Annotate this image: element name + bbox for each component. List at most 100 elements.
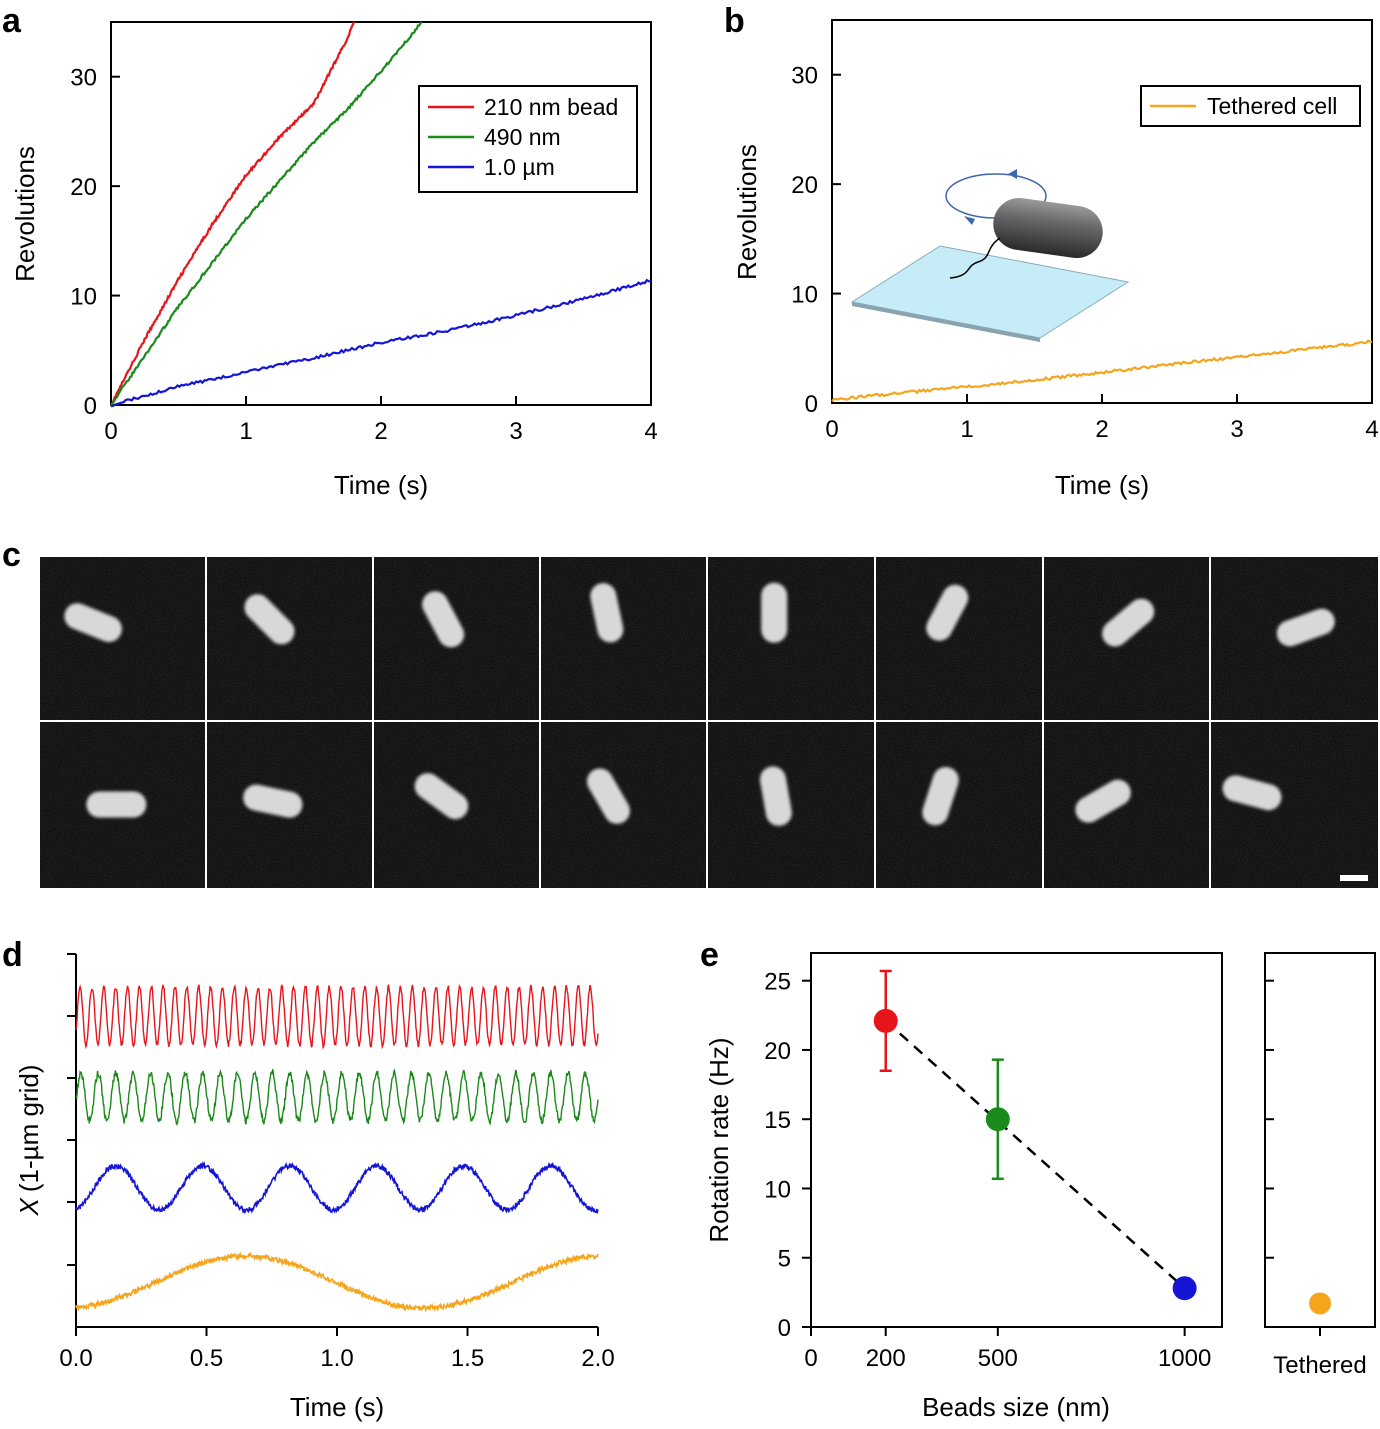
panel-c-image-sequence — [40, 557, 1378, 888]
panel-d-trace-1 — [75, 1068, 599, 1126]
panel-letter-e: e — [700, 936, 719, 974]
panel-e-ytick-label: 10 — [764, 1176, 791, 1203]
cell-frame-3 — [422, 591, 465, 648]
panel-a-xlabel: Time (s) — [334, 470, 428, 500]
panel-e-ylabel: Rotation rate (Hz) — [704, 1037, 734, 1242]
panel-d-trace-2 — [75, 1160, 599, 1215]
panel-d-trace-0 — [75, 983, 599, 1050]
panel-d-xtick-label: 1.0 — [320, 1345, 353, 1372]
panel-a-series-line-0 — [109, 21, 356, 407]
legend-1um: 1.0 µm — [484, 154, 555, 180]
cell-frame-4 — [590, 583, 624, 643]
panel-letter-c: c — [2, 536, 21, 574]
panel-a-ytick-label: 0 — [84, 393, 97, 420]
panel-e-point-1 — [985, 1107, 1010, 1132]
glass-surface — [850, 245, 1130, 339]
panel-d-chart: 0.0 0.5 1.0 1.5 2.0 Time (s) X (1-µm grid) — [14, 953, 615, 1422]
rotation-arrow-bottom-icon — [964, 216, 975, 225]
panel-a-xtick-label: 0 — [104, 418, 117, 445]
panel-a-ytick-label: 30 — [70, 65, 97, 92]
cell-frame-16 — [1222, 775, 1282, 811]
panel-e-side-frame — [1264, 952, 1376, 1328]
panel-b-legend: Tethered cell — [1140, 85, 1361, 127]
panel-d-xlabel: Time (s) — [290, 1392, 384, 1422]
panel-d-xtick-label: 0.0 — [59, 1345, 92, 1372]
panel-letter-d: d — [2, 936, 23, 974]
cell-frame-6 — [926, 584, 969, 641]
panel-a-xtick-label: 2 — [374, 418, 387, 445]
panel-a-xtick-label: 3 — [509, 418, 522, 445]
panel-e-chart: 0 200 500 1000 0 5 10 15 20 25 Beads size (nm) Ro… — [704, 952, 1376, 1422]
legend-490nm: 490 nm — [484, 124, 561, 150]
flagellum-tether — [949, 237, 1001, 279]
panel-e-xtick-label: 0 — [804, 1345, 817, 1372]
bacterium-cell — [993, 197, 1103, 259]
panel-d-trace-3 — [75, 1251, 599, 1313]
cell-frame-1 — [64, 603, 122, 642]
cell-frame-10 — [243, 784, 303, 818]
panel-e-xlabel: Beads size (nm) — [922, 1392, 1110, 1422]
panel-e-point-0 — [873, 1008, 898, 1033]
panel-a-series-line-1 — [110, 21, 423, 407]
panel-e-ytick-label: 15 — [764, 1107, 791, 1134]
panel-d-xtick-label: 2.0 — [581, 1345, 614, 1372]
panel-e-xtick-label: 200 — [866, 1345, 906, 1372]
legend-tethered: Tethered cell — [1207, 93, 1337, 119]
cell-frame-13 — [759, 766, 792, 826]
panel-b-ytick-label: 20 — [791, 172, 818, 199]
glass-surface-edge — [852, 302, 1040, 342]
panel-a-series-line-2 — [110, 278, 652, 408]
rotation-arrow-top-icon — [1008, 169, 1017, 179]
panel-a-ytick-label: 10 — [70, 284, 97, 311]
panel-e-trend-line — [884, 1019, 1186, 1290]
panel-b-xtick-label: 4 — [1365, 416, 1378, 443]
cell-frame-15 — [1075, 779, 1131, 823]
tethered-cell-schematic — [850, 169, 1130, 342]
panel-a-xtick-label: 4 — [644, 418, 657, 445]
cell-frame-5 — [761, 582, 788, 643]
panel-b-ytick-label: 0 — [805, 391, 818, 418]
panel-e-tethered-point — [1309, 1292, 1331, 1315]
cell-frame-8 — [1276, 608, 1335, 647]
panel-a-ylabel: Revolutions — [10, 146, 40, 282]
panel-e-ytick-label: 0 — [778, 1315, 791, 1342]
panel-a-ytick-label: 20 — [70, 174, 97, 201]
cell-frame-14 — [922, 766, 959, 826]
panel-b-xlabel: Time (s) — [1055, 470, 1149, 500]
panel-b-ylabel: Revolutions — [732, 144, 762, 280]
panel-letter-a: a — [2, 2, 22, 40]
panel-b-xtick-label: 3 — [1230, 416, 1243, 443]
cell-frame-7 — [1102, 598, 1155, 647]
cell-frame-9 — [86, 791, 147, 818]
microscopy-noise — [40, 557, 1378, 888]
panel-b-ytick-label: 30 — [791, 63, 818, 90]
panel-e-xtick-label: 500 — [978, 1345, 1018, 1372]
panel-e-point-2 — [1172, 1276, 1197, 1301]
panel-b-ytick-label: 10 — [791, 282, 818, 309]
panel-a-chart: 0 1 2 3 4 0 10 20 30 Time (s) Revolutions 210 nm… — [10, 21, 658, 500]
cell-frame-11 — [414, 773, 469, 820]
panel-b-xtick-label: 1 — [960, 416, 973, 443]
panel-e-xtick-label: 1000 — [1158, 1345, 1211, 1372]
panel-e-ytick-label: 20 — [764, 1038, 791, 1065]
panel-a-xtick-label: 1 — [239, 418, 252, 445]
panel-e-side-label: Tethered — [1273, 1352, 1366, 1379]
panel-a-legend: 210 nm bead 490 nm 1.0 µm — [418, 85, 638, 193]
cell-frame-2 — [244, 594, 295, 645]
panel-d-ylabel-var: X — [14, 1197, 44, 1217]
panel-d-xtick-label: 1.5 — [451, 1345, 484, 1372]
panel-e-ytick-label: 25 — [764, 969, 791, 996]
panel-d-ylabel-unit: (1-µm grid) — [14, 1065, 44, 1193]
panel-b-legend-box — [1140, 85, 1361, 127]
panel-a-frame — [110, 21, 652, 406]
panel-b-series-line-0 — [831, 339, 1373, 402]
cell-frame-12 — [586, 768, 630, 824]
scale-bar — [1340, 875, 1368, 881]
panel-d-xtick-label: 0.5 — [190, 1345, 223, 1372]
panel-b-xtick-label: 2 — [1095, 416, 1108, 443]
panel-b-chart: 0 1 2 3 4 0 10 20 30 Time (s) Revolutions Tether… — [732, 19, 1379, 500]
panel-a-legend-box — [418, 85, 638, 193]
panel-e-frame — [810, 952, 1223, 1328]
panel-d-ylabel: X (1-µm grid) — [14, 1065, 44, 1217]
